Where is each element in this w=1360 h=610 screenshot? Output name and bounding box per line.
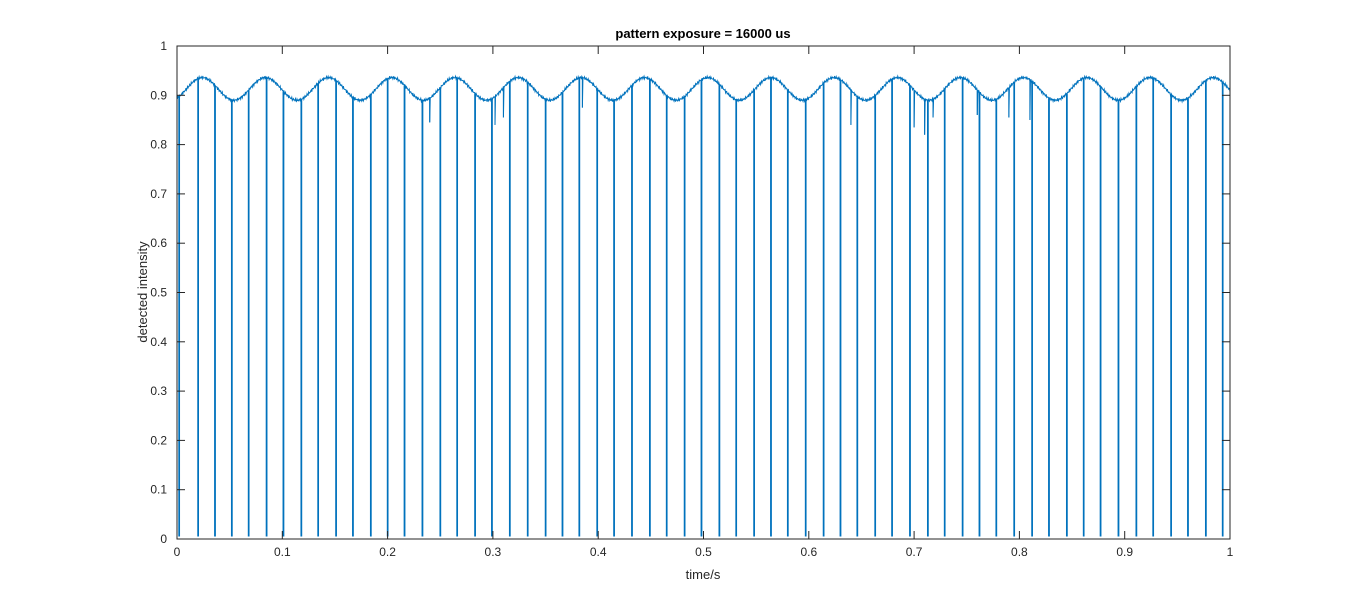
y-tick-label: 0.9 [150, 88, 167, 102]
y-ticks: 0 0.1 0.2 0.3 0.4 0.5 0.6 0.7 0.8 0.9 1 [150, 39, 1230, 546]
x-axis-label: time/s [686, 567, 721, 582]
y-axis-label: detected intensity [135, 241, 150, 343]
x-tick-label: 0.3 [485, 545, 502, 559]
y-tick-label: 0 [160, 532, 167, 546]
x-ticks: 0 0.1 0.2 0.3 0.4 0.5 0.6 0.7 0.8 0.9 1 [174, 46, 1234, 559]
y-tick-label: 0.5 [150, 286, 167, 300]
plot-area [177, 46, 1230, 539]
y-tick-label: 0.6 [150, 236, 167, 250]
y-tick-label: 0.8 [150, 138, 167, 152]
x-tick-label: 0.4 [590, 545, 607, 559]
x-tick-label: 1 [1227, 545, 1234, 559]
x-tick-label: 0.2 [379, 545, 396, 559]
x-tick-label: 0.5 [695, 545, 712, 559]
y-tick-label: 0.4 [150, 335, 167, 349]
chart-title: pattern exposure = 16000 us [615, 26, 790, 41]
x-tick-label: 0 [174, 545, 181, 559]
y-tick-label: 0.7 [150, 187, 167, 201]
x-tick-label: 0.7 [906, 545, 923, 559]
series-line [176, 74, 1231, 537]
y-tick-label: 0.2 [150, 433, 167, 447]
x-tick-label: 0.9 [1116, 545, 1133, 559]
x-tick-label: 0.1 [274, 545, 291, 559]
y-tick-label: 1 [160, 39, 167, 53]
y-tick-label: 0.3 [150, 384, 167, 398]
x-tick-label: 0.6 [800, 545, 817, 559]
x-tick-label: 0.8 [1011, 545, 1028, 559]
series-layer [176, 74, 1231, 537]
y-tick-label: 0.1 [150, 483, 167, 497]
